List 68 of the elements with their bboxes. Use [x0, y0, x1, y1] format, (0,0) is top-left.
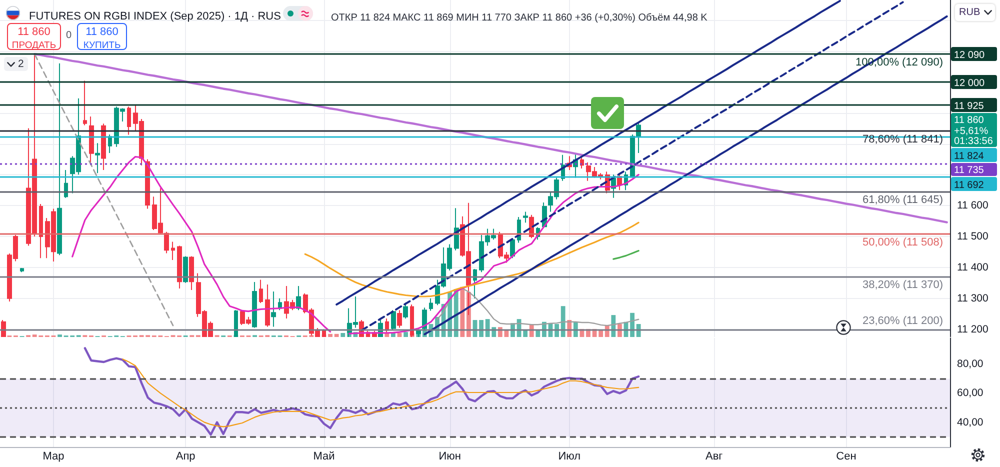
annotation: КУПИТЬ — [83, 40, 121, 51]
candlestick — [20, 268, 24, 273]
ref-line-label: 50,00% (11 508) — [862, 236, 943, 249]
y-tick-label: 40,00 — [957, 416, 984, 428]
line-series — [612, 250, 640, 260]
ref-line-label: 61,80% (11 645) — [862, 194, 943, 206]
y-tick-label: 80,00 — [957, 358, 984, 370]
text: 12 000 — [954, 78, 985, 89]
annotation: 2 — [18, 57, 24, 71]
y-tick-label: 11 200 — [957, 323, 988, 336]
y-tick-label: 60,00 — [957, 387, 984, 400]
x-tick-label: Апр — [176, 450, 196, 462]
annotation: ПРОДАТЬ — [12, 40, 56, 51]
text: 11 824 — [954, 150, 984, 162]
line-series — [34, 53, 174, 326]
candlestick — [252, 281, 257, 328]
ref-line-label: 23,60% (11 200) — [862, 314, 943, 327]
candlestick — [189, 256, 194, 291]
text: 01:33:56 — [954, 136, 993, 148]
candlestick — [164, 231, 169, 254]
y-tick-label: 11 400 — [957, 261, 988, 274]
text: 11 692 — [954, 180, 984, 191]
x-tick-label: Сен — [836, 450, 856, 462]
y-tick-label: 11 600 — [957, 200, 988, 212]
text: +5,61% — [954, 126, 988, 137]
line-series — [34, 53, 948, 224]
annotation: 11 860 — [18, 26, 50, 38]
annotation: 11 860 — [86, 26, 118, 38]
line-series — [304, 222, 640, 298]
currency-dropdown: RUB — [955, 4, 995, 21]
candlestick — [397, 310, 402, 328]
buy-button: 11 860 КУПИТЬ — [77, 23, 127, 50]
sell-button: 11 860 ПРОДАТЬ — [7, 23, 61, 50]
candlestick — [95, 142, 100, 174]
candlestick — [171, 241, 175, 261]
candlestick — [259, 279, 263, 304]
line-series — [436, 288, 640, 326]
line-series — [424, 15, 948, 336]
annotation: 0 — [66, 30, 72, 41]
text: 11 860 — [954, 115, 984, 126]
candlestick — [183, 256, 188, 284]
text: FUTURES ON RGBI INDEX (Sep 2025) · 1Д · RUS — [29, 10, 281, 22]
candlestick — [403, 302, 408, 319]
y-tick-label: 11 300 — [957, 292, 988, 304]
x-tick-label: Июн — [438, 450, 461, 462]
candlestick — [177, 245, 182, 289]
collapse-button: 2 — [4, 57, 28, 71]
x-tick-label: Авг — [705, 450, 723, 462]
line-series — [360, 1, 904, 332]
x-tick-label: Май — [313, 450, 335, 462]
text: 11 735 — [954, 165, 984, 176]
candlestick — [39, 204, 43, 259]
candlestick — [83, 80, 87, 126]
y-tick-label: 11 500 — [957, 230, 988, 243]
x-tick-label: Мар — [42, 450, 64, 462]
candlestick — [523, 211, 528, 224]
ref-line-label: 38,20% (11 370) — [862, 279, 943, 292]
candlestick — [429, 298, 433, 312]
line-series — [84, 347, 640, 436]
candlestick — [271, 291, 276, 328]
candlestick — [127, 106, 131, 136]
text: ОТКР 11 824 МАКС 11 869 МИН 11 770 ЗАКР 11 860 +36 (+0,30%) Объём 44,98 K — [331, 12, 708, 24]
candlestick — [57, 62, 62, 256]
x-tick-label: Июл — [558, 450, 581, 462]
text: 12 090 — [954, 50, 985, 61]
candlestick — [265, 284, 270, 328]
line-series — [122, 358, 640, 428]
text: 11 925 — [954, 100, 984, 112]
